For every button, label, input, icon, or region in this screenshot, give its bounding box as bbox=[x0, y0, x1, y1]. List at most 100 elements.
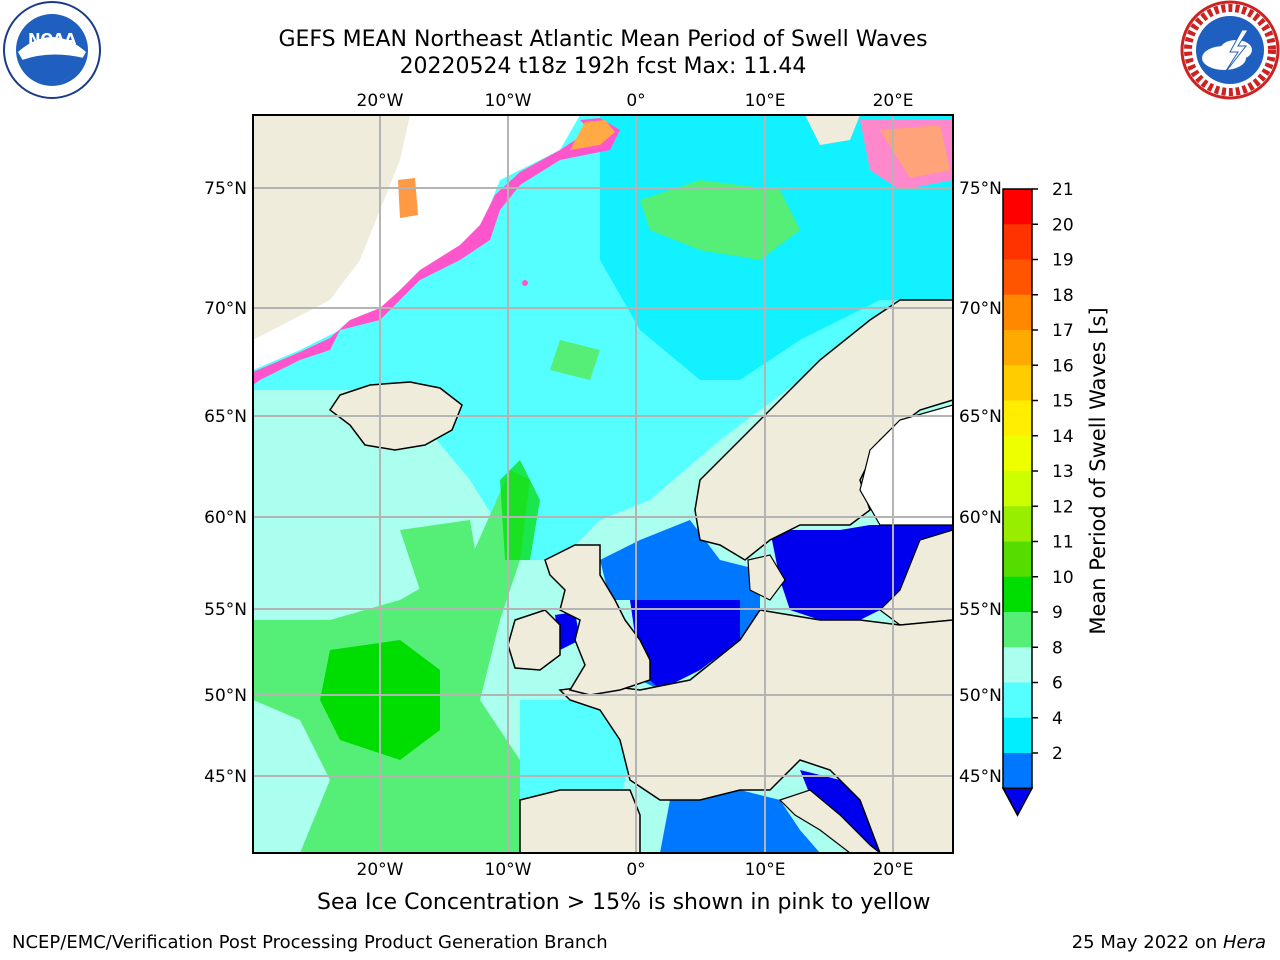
colorbar-tick-label: 18 bbox=[1052, 286, 1074, 306]
colorbar-swatch bbox=[1003, 189, 1032, 225]
jan-mayen-ice bbox=[522, 280, 528, 286]
green-patch-north bbox=[640, 180, 800, 260]
lat-label-right-50n: 50°N bbox=[959, 686, 1002, 706]
italy-land bbox=[778, 789, 881, 853]
lat-label-right-65n: 65°N bbox=[959, 407, 1002, 427]
colorbar-tick-label: 17 bbox=[1052, 321, 1074, 341]
svalbard-land bbox=[805, 115, 860, 145]
noaa-logo-text: NOAA bbox=[28, 30, 77, 48]
colorbar-tick-label: 8 bbox=[1052, 638, 1063, 658]
lat-label-left-60n: 60°N bbox=[204, 508, 247, 528]
colorbar-swatch bbox=[1003, 506, 1032, 542]
sea-ice-yellow-2 bbox=[398, 178, 418, 218]
irish-sea-blue bbox=[555, 612, 580, 650]
colorbar-swatch bbox=[1003, 682, 1032, 719]
colorbar-tick-label: 6 bbox=[1052, 674, 1063, 694]
lon-labels-bottom: 20°W 10°W 0° 10°E 20°E bbox=[357, 860, 914, 880]
colorbar-tick-label: 14 bbox=[1052, 427, 1074, 447]
colorbar: 21 20 19 18 17 16 15 14 13 12 11 10 9 8 6 4 2 bbox=[1001, 180, 1074, 817]
lon-label-bottom-20w: 20°W bbox=[357, 860, 404, 880]
footer-timestamp: 25 May 2022 on Hera bbox=[1072, 932, 1266, 954]
lat-label-left-50n: 50°N bbox=[204, 686, 247, 706]
colorbar-swatch bbox=[1003, 435, 1032, 472]
colorbar-swatch bbox=[1003, 471, 1032, 507]
dark-green-north bbox=[500, 460, 540, 560]
colorbar-label: Mean Period of Swell Waves [s] bbox=[1086, 307, 1110, 634]
colorbar-tick-label: 13 bbox=[1052, 462, 1074, 482]
colorbar-swatch bbox=[1003, 753, 1032, 789]
graticule bbox=[253, 115, 953, 853]
colorbar-tick-label: 2 bbox=[1052, 744, 1063, 764]
nws-logo-icon bbox=[1180, 0, 1280, 100]
svalbard-ice-core bbox=[880, 125, 950, 178]
colorbar-tick-label: 9 bbox=[1052, 603, 1063, 623]
lat-label-right-75n: 75°N bbox=[959, 179, 1002, 199]
lon-label-bottom-10e: 10°E bbox=[745, 860, 786, 880]
lat-label-right-60n: 60°N bbox=[959, 508, 1002, 528]
map-field bbox=[253, 115, 953, 853]
colorbar-tick-label: 4 bbox=[1052, 709, 1063, 729]
greenland-land bbox=[253, 115, 410, 340]
colorbar-tick-label: 10 bbox=[1052, 568, 1074, 588]
noaa-logo-icon: NOAA bbox=[3, 1, 101, 99]
colorbar-extend-arrow bbox=[1001, 787, 1034, 817]
colorbar-swatch bbox=[1003, 576, 1032, 613]
colorbar-swatch bbox=[1003, 365, 1032, 401]
baltic-sea bbox=[770, 525, 953, 620]
colorbar-swatch bbox=[1003, 400, 1032, 437]
colorbar-swatch bbox=[1003, 330, 1032, 366]
lon-label-top-20w: 20°W bbox=[357, 91, 404, 111]
colorbar-tick-label: 21 bbox=[1052, 180, 1074, 200]
lon-label-top-0: 0° bbox=[626, 91, 645, 111]
gulf-of-bothnia bbox=[859, 404, 953, 526]
colorbar-swatch bbox=[1003, 541, 1032, 578]
chart-subtitle: 20220524 t18z 192h fcst Max: 11.44 bbox=[399, 54, 807, 79]
lon-label-bottom-10w: 10°W bbox=[485, 860, 532, 880]
colorbar-swatch bbox=[1003, 294, 1032, 331]
lon-label-bottom-20e: 20°E bbox=[873, 860, 914, 880]
colorbar-tick-label: 16 bbox=[1052, 356, 1074, 376]
lat-labels-left: 75°N 70°N 65°N 60°N 55°N 50°N 45°N bbox=[204, 179, 247, 787]
map-caption: Sea Ice Concentration > 15% is shown in … bbox=[317, 890, 931, 915]
lon-label-top-10e: 10°E bbox=[745, 91, 786, 111]
lat-label-left-75n: 75°N bbox=[204, 179, 247, 199]
colorbar-frame bbox=[1002, 188, 1033, 789]
colorbar-tick-label: 19 bbox=[1052, 251, 1074, 271]
lat-label-left-70n: 70°N bbox=[204, 299, 247, 319]
footer-date: 25 May 2022 on bbox=[1071, 932, 1223, 953]
green-patch-norwegian-sea bbox=[550, 340, 600, 380]
denmark-land bbox=[747, 554, 786, 601]
lat-label-left-45n: 45°N bbox=[204, 767, 247, 787]
colorbar-tick-label: 15 bbox=[1052, 392, 1074, 412]
europe-land bbox=[558, 609, 953, 853]
map-frame bbox=[252, 114, 954, 854]
lon-label-top-20e: 20°E bbox=[873, 91, 914, 111]
adriatic-blue bbox=[800, 770, 880, 853]
lon-label-top-10w: 10°W bbox=[485, 91, 532, 111]
chart-title: GEFS MEAN Northeast Atlantic Mean Period… bbox=[278, 27, 928, 52]
lon-label-bottom-0: 0° bbox=[626, 860, 645, 880]
north-sea-dark bbox=[630, 600, 740, 690]
lat-label-right-70n: 70°N bbox=[959, 299, 1002, 319]
lat-label-right-55n: 55°N bbox=[959, 600, 1002, 620]
colorbar-tick-label: 12 bbox=[1052, 497, 1074, 517]
lat-label-left-65n: 65°N bbox=[204, 407, 247, 427]
colorbar-tick-label: 20 bbox=[1052, 215, 1074, 235]
lat-label-left-55n: 55°N bbox=[204, 600, 247, 620]
colorbar-swatch bbox=[1003, 612, 1032, 648]
green-patch-mid bbox=[400, 520, 480, 590]
colorbar-swatch bbox=[1003, 717, 1032, 754]
ireland-land bbox=[507, 609, 561, 671]
lon-labels-top: 20°W 10°W 0° 10°E 20°E bbox=[357, 91, 914, 111]
lat-label-right-45n: 45°N bbox=[959, 767, 1002, 787]
colorbar-swatch bbox=[1003, 224, 1032, 260]
footer-host: Hera bbox=[1222, 932, 1266, 953]
colorbar-swatch bbox=[1003, 259, 1032, 296]
lat-labels-right: 75°N 70°N 65°N 60°N 55°N 50°N 45°N bbox=[959, 179, 1002, 787]
colorbar-swatch bbox=[1003, 647, 1032, 683]
colorbar-tick-label: 11 bbox=[1052, 533, 1074, 553]
sea-ice-yellow-1 bbox=[570, 120, 615, 150]
mediterranean-blue bbox=[660, 790, 820, 853]
footer-producer: NCEP/EMC/Verification Post Processing Pr… bbox=[12, 932, 608, 953]
